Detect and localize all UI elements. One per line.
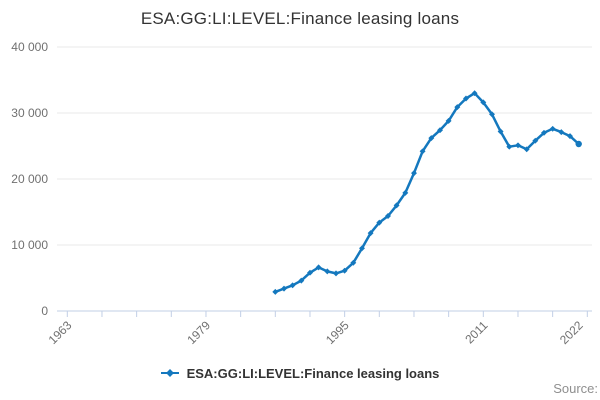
data-point-marker[interactable]	[359, 245, 365, 252]
y-axis-tick-label: 30 000	[11, 106, 48, 120]
data-point-marker[interactable]	[341, 267, 348, 274]
x-axis-tick-label: 2022	[557, 318, 586, 347]
x-axis-tick-label: 2011	[462, 318, 490, 346]
data-point-marker[interactable]	[497, 128, 504, 135]
y-axis-tick-label: 20 000	[11, 172, 48, 186]
x-axis-tick-label: 1979	[184, 318, 213, 347]
data-point-marker[interactable]	[376, 219, 383, 226]
source-label: Source:	[553, 381, 598, 396]
series-line[interactable]	[274, 91, 580, 294]
legend-label: ESA:GG:LI:LEVEL:Finance leasing loans	[186, 365, 440, 381]
data-point-marker[interactable]	[445, 117, 452, 124]
data-point-marker[interactable]	[428, 135, 435, 142]
y-axis-tick-label: 10 000	[11, 238, 48, 252]
data-point-marker[interactable]	[333, 270, 339, 277]
data-point-marker[interactable]	[367, 230, 374, 237]
data-point-marker[interactable]	[419, 148, 426, 155]
data-point-marker[interactable]	[315, 264, 322, 271]
x-axis-tick-label: 1995	[323, 318, 352, 347]
legend-line-marker-icon	[160, 369, 179, 377]
series-end-marker[interactable]	[575, 140, 582, 148]
data-point-marker[interactable]	[350, 259, 357, 266]
data-point-marker[interactable]	[411, 170, 417, 177]
data-point-marker[interactable]	[385, 213, 391, 219]
data-point-marker[interactable]	[463, 95, 469, 102]
data-point-marker[interactable]	[471, 90, 478, 97]
legend-item[interactable]: ESA:GG:LI:LEVEL:Finance leasing loans	[0, 363, 600, 383]
chart-title: ESA:GG:LI:LEVEL:Finance leasing loans	[140, 9, 460, 28]
data-point-marker[interactable]	[281, 285, 287, 292]
legend-marker	[165, 369, 174, 377]
x-axis-tick-label: 1963	[46, 318, 75, 347]
y-axis-tick-label: 40 000	[11, 40, 48, 54]
chart-plot: 0 10 000 20 000 30 000 40 000 1963 1979 1995 201…	[11, 40, 592, 347]
data-point-marker[interactable]	[307, 269, 313, 276]
y-axis-tick-label: 0	[41, 304, 48, 318]
